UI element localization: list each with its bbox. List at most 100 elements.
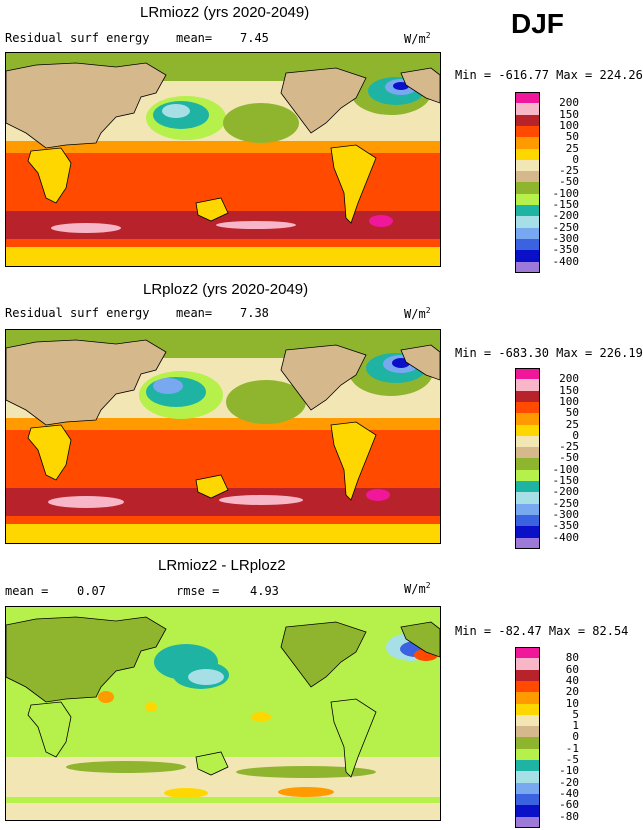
panel3-mean-label: mean =: [5, 584, 49, 598]
panel1-colorbar-swatch: [515, 238, 540, 251]
panel1-colorbar-level-label: -200: [552, 209, 580, 223]
panel3-colorbar-level-label: 1: [572, 719, 579, 733]
panel2-colorbar-swatch: [515, 390, 540, 403]
panel2-colorbar-swatch: [515, 413, 540, 425]
panel1-mean-label: mean=: [176, 31, 213, 45]
panel2-colorbar-swatch: [515, 526, 540, 538]
panel1-colorbar-level-label: -150: [552, 198, 580, 211]
panel3-colorbar-level-label: 60: [565, 662, 579, 676]
panel2-colorbar-swatch: [515, 503, 540, 516]
panel1-colorbar-swatch: [515, 250, 540, 262]
panel2-colorbar-swatch: [515, 469, 540, 482]
panel3-colorbar-level-label: -20: [559, 775, 579, 789]
panel2-mean-label: mean=: [176, 306, 213, 320]
panel3-colorbar-swatch: [515, 782, 540, 795]
panel1-colorbar-level-label: -250: [552, 220, 580, 234]
panel3-rmse-label: rmse =: [176, 584, 220, 598]
panel1-minmax: Min = -616.77 Max = 224.26: [455, 68, 643, 82]
panel3-colorbar-swatch: [515, 726, 540, 738]
panel2-colorbar-level-label: 150: [559, 383, 579, 397]
panel3-colorbar-swatch: [515, 703, 540, 716]
panel2-colorbar-swatch: [515, 537, 540, 550]
panel3-colorbar-swatch: [515, 748, 540, 761]
panel1-colorbar-swatch: [515, 216, 540, 229]
panel2-colorbar-level-label: 0: [572, 428, 579, 442]
panel2-colorbar-level-label: -150: [552, 474, 580, 487]
panel3-colorbar-swatch: [515, 714, 540, 727]
panel2-minmax: Min = -683.30 Max = 226.19: [455, 346, 643, 360]
panel3-colorbar-swatch: [515, 793, 540, 806]
panel1-colorbar-level-label: -50: [559, 175, 579, 189]
panel3-colorbar-level-label: -10: [559, 764, 579, 778]
panel2-mean-value: 7.38: [240, 306, 269, 320]
panel2-colorbar-swatch: [515, 435, 540, 448]
panel1-colorbar-level-label: 200: [559, 96, 579, 110]
panel3-mean-value: 0.07: [77, 584, 106, 598]
panel2-variable: Residual surf energy: [5, 306, 150, 320]
panel1-colorbar-swatch: [515, 205, 540, 217]
panel2-colorbar-swatch: [515, 492, 540, 505]
panel2-colorbar-level-label: -250: [552, 496, 580, 510]
panel2-colorbar-swatch: [515, 424, 540, 437]
panel3-colorbar-swatch: [515, 669, 540, 682]
panel3-colorbar-swatch: [515, 692, 540, 704]
panel3-colorbar-level-label: -80: [559, 809, 579, 823]
panel1-unit: W/m2: [404, 31, 431, 46]
panel3-colorbar-level-label: 5: [572, 707, 579, 721]
panel3-colorbar-swatch: [515, 680, 540, 693]
panel1-colorbar-level-label: -300: [552, 231, 580, 245]
panel2-colorbar-swatch: [515, 401, 540, 414]
panel3-colorbar-swatch: [515, 737, 540, 750]
panel1-colorbar-level-label: -25: [559, 164, 579, 178]
panel3-title: LRmioz2 - LRploz2: [158, 557, 286, 574]
panel2-colorbar-swatch: [515, 368, 540, 380]
panel2-colorbar-swatch: [515, 447, 540, 459]
panel3-land: [6, 616, 440, 778]
panel1-colorbar-swatch: [515, 137, 540, 149]
panel1-map: [5, 52, 441, 267]
panel3-colorbar-swatch: [515, 647, 540, 659]
panel1-colorbar-swatch: [515, 261, 540, 274]
panel2-colorbar-level-label: 50: [565, 406, 579, 420]
panel2-land: [6, 339, 440, 501]
panel1-colorbar-level-label: 0: [572, 152, 579, 166]
panel2-colorbar-level-label: -400: [552, 530, 580, 544]
panel2-colorbar-level-label: -350: [552, 519, 580, 533]
panel1-title: LRmioz2 (yrs 2020-2049): [140, 4, 310, 21]
panel3-unit: W/m2: [404, 581, 431, 596]
panel1-land: [6, 62, 440, 224]
panel2-title: LRploz2 (yrs 2020-2049): [143, 281, 309, 298]
panel1-colorbar-swatch: [515, 92, 540, 104]
panel1-colorbar-swatch: [515, 103, 540, 116]
panel3-rmse-value: 4.93: [250, 584, 279, 598]
panel1-colorbar-swatch: [515, 171, 540, 183]
panel1-colorbar-level-label: 25: [565, 141, 579, 155]
panel3-colorbar-level-label: 10: [565, 696, 579, 710]
panel2-colorbar-level-label: -25: [559, 440, 579, 454]
panel1-colorbar-swatch: [515, 227, 540, 240]
panel2-colorbar-level-label: -50: [559, 451, 579, 465]
panel3-colorbar-level-label: -60: [559, 798, 579, 812]
panel3-map-svg: [6, 607, 440, 820]
panel2-colorbar-level-label: 100: [559, 394, 579, 408]
panel2-map: [5, 329, 441, 544]
panel3-colorbar-swatch: [515, 658, 540, 671]
panel3-colorbar-level-label: -40: [559, 786, 579, 800]
panel2-colorbar-swatch: [515, 379, 540, 392]
panel2-colorbar-swatch: [515, 458, 540, 471]
panel1-colorbar-level-label: -400: [552, 254, 580, 268]
panel1-mean-value: 7.45: [240, 31, 269, 45]
panel3-colorbar-level-label: 0: [572, 730, 579, 744]
panel1-map-svg: [6, 53, 440, 266]
panel2-map-svg: [6, 330, 440, 543]
panel3-colorbar-swatch: [515, 805, 540, 817]
panel1-colorbar-level-label: 150: [559, 107, 579, 121]
panel3-map: [5, 606, 441, 821]
panel1-colorbar-swatch: [515, 182, 540, 195]
panel1-colorbar-swatch: [515, 148, 540, 161]
panel3-colorbar-level-label: -5: [565, 753, 579, 766]
panel1-colorbar-level-label: -100: [552, 186, 580, 200]
panel3-colorbar-swatch: [515, 771, 540, 784]
panel1-colorbar-level-label: 100: [559, 118, 579, 132]
panel2-colorbar-level-label: -300: [552, 507, 580, 521]
